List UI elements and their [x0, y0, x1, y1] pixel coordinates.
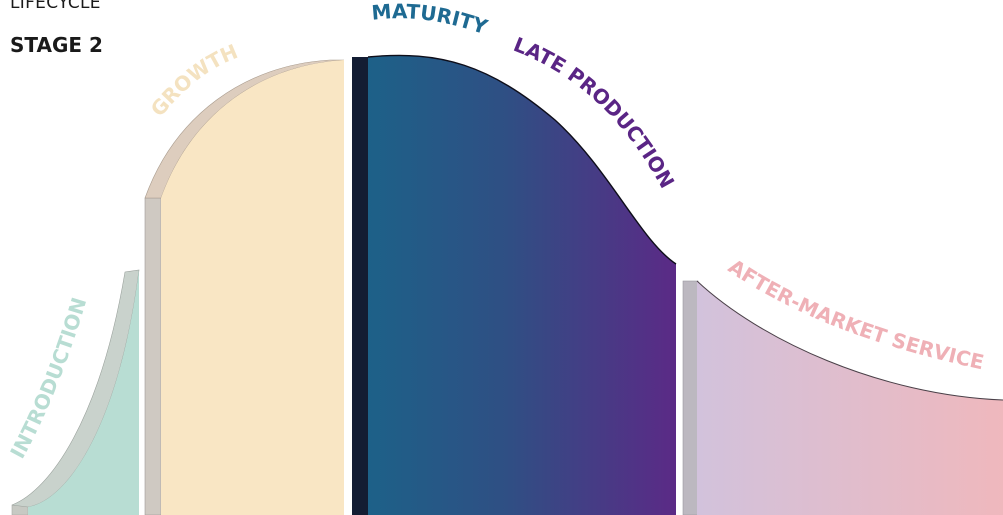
segment-after-market-service	[682, 280, 1003, 515]
segment-growth	[144, 59, 345, 515]
header-stage: STAGE 2	[10, 33, 103, 57]
segment-maturity	[352, 54, 677, 515]
segment-introduction	[11, 269, 140, 515]
label-maturity: MATURITY	[371, 0, 491, 39]
header-lifecycle: LIFECYCLE	[10, 0, 101, 13]
